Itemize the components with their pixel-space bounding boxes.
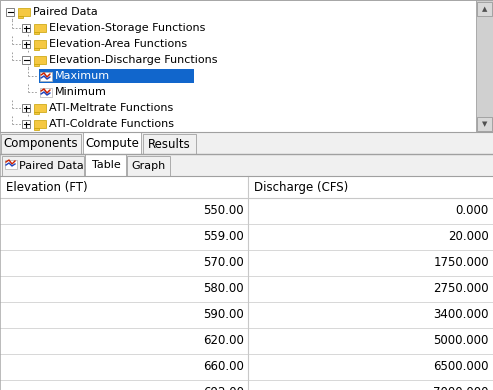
Bar <box>0 154 493 176</box>
Bar <box>477 117 492 131</box>
Bar <box>6 8 14 16</box>
Text: Table: Table <box>92 160 120 170</box>
Text: Elevation-Area Functions: Elevation-Area Functions <box>49 39 187 49</box>
Bar <box>2 156 84 176</box>
Bar <box>34 104 46 112</box>
Bar <box>85 154 126 176</box>
Text: Elevation (FT): Elevation (FT) <box>6 181 88 193</box>
Text: 3400.000: 3400.000 <box>433 308 489 321</box>
Text: Minimum: Minimum <box>55 87 107 97</box>
Bar <box>476 0 493 132</box>
Bar <box>34 56 46 64</box>
Text: 20.000: 20.000 <box>448 230 489 243</box>
Bar <box>34 32 39 34</box>
Text: Paired Data: Paired Data <box>19 161 84 171</box>
Bar <box>34 40 46 48</box>
Bar <box>22 56 30 64</box>
Text: Paired Data: Paired Data <box>33 7 98 17</box>
Text: ▲: ▲ <box>482 6 487 12</box>
Bar <box>0 0 476 132</box>
Bar <box>34 120 46 128</box>
Text: Results: Results <box>148 138 191 151</box>
Text: ATI-Coldrate Functions: ATI-Coldrate Functions <box>49 119 174 129</box>
Bar <box>477 2 492 16</box>
Bar <box>83 132 141 154</box>
Text: 6500.000: 6500.000 <box>433 360 489 374</box>
Text: 7000.000: 7000.000 <box>433 386 489 390</box>
Text: 559.00: 559.00 <box>203 230 244 243</box>
Text: Discharge (CFS): Discharge (CFS) <box>254 181 348 193</box>
Bar <box>40 88 52 97</box>
Bar <box>18 16 23 18</box>
Bar <box>34 64 39 66</box>
Text: Elevation-Storage Functions: Elevation-Storage Functions <box>49 23 206 33</box>
Text: 692.00: 692.00 <box>203 386 244 390</box>
Text: 570.00: 570.00 <box>203 257 244 269</box>
Bar <box>0 154 493 390</box>
Text: Elevation-Discharge Functions: Elevation-Discharge Functions <box>49 55 217 65</box>
Text: 5000.000: 5000.000 <box>434 335 489 347</box>
Text: 0.000: 0.000 <box>456 204 489 218</box>
Text: ATI-Meltrate Functions: ATI-Meltrate Functions <box>49 103 173 113</box>
Bar <box>22 24 30 32</box>
Text: Compute: Compute <box>85 136 139 149</box>
Bar <box>0 132 493 154</box>
Bar <box>18 8 30 16</box>
Bar <box>34 128 39 130</box>
Bar <box>127 156 170 176</box>
Text: 1750.000: 1750.000 <box>433 257 489 269</box>
Bar <box>143 134 196 154</box>
Bar <box>34 24 46 32</box>
Bar <box>34 48 39 50</box>
Text: 550.00: 550.00 <box>204 204 244 218</box>
Text: Graph: Graph <box>132 161 166 171</box>
Text: 660.00: 660.00 <box>203 360 244 374</box>
Bar <box>5 160 17 169</box>
Bar <box>22 120 30 128</box>
Text: 620.00: 620.00 <box>203 335 244 347</box>
Text: 580.00: 580.00 <box>204 282 244 296</box>
Bar <box>1 134 81 154</box>
Bar <box>22 104 30 112</box>
Text: 2750.000: 2750.000 <box>433 282 489 296</box>
Text: Components: Components <box>3 138 78 151</box>
Bar <box>39 69 194 83</box>
Text: Maximum: Maximum <box>55 71 110 81</box>
Text: ▼: ▼ <box>482 121 487 127</box>
Text: 590.00: 590.00 <box>203 308 244 321</box>
Bar <box>40 72 52 81</box>
Bar <box>34 112 39 114</box>
Bar <box>22 40 30 48</box>
